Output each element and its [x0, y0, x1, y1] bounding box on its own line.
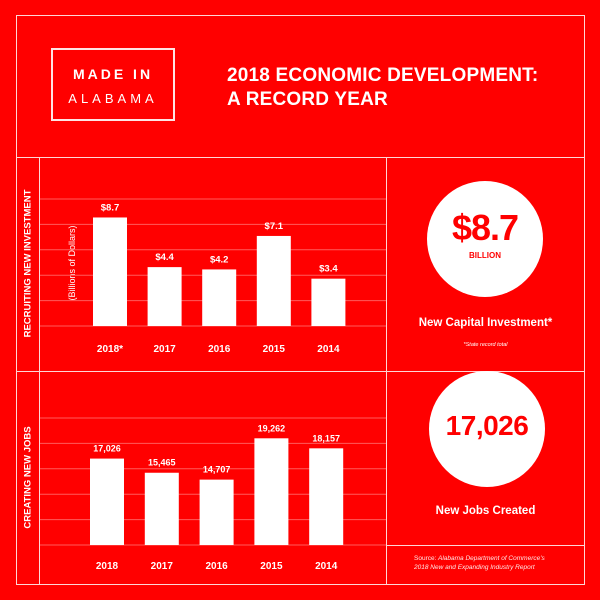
data-label: 14,707 — [203, 465, 231, 475]
x-tick-label: 2015 — [263, 344, 286, 355]
x-tick-label: 2014 — [315, 561, 338, 572]
data-label: $7.1 — [265, 221, 284, 232]
source-citation: Source: Alabama Department of Commerce's… — [414, 554, 545, 572]
x-tick-label: 2017 — [151, 561, 174, 572]
jobs-section-label: CREATING NEW JOBS — [22, 426, 34, 529]
investment-highlight-circle: $8.7 BILLION — [427, 181, 543, 297]
bar-2016 — [202, 269, 237, 326]
x-tick-label: 2015 — [260, 561, 283, 572]
frame-bottom — [16, 584, 585, 585]
x-tick-label: 2018 — [96, 561, 119, 572]
frame-left — [16, 15, 17, 585]
frame-top — [16, 15, 585, 16]
frame-right — [584, 15, 585, 585]
data-label: $8.7 — [101, 202, 120, 213]
made-in-alabama-logo: MADE IN ALABAMA — [51, 48, 175, 121]
investment-highlight-unit: BILLION — [469, 251, 501, 260]
jobs-bar-chart: 17,026 2018 15,465 2017 14,707 2016 19,262 2015… — [40, 417, 386, 572]
jobs-highlight-value: 17,026 — [445, 410, 529, 441]
data-label: 18,157 — [312, 433, 340, 443]
source-divider — [386, 545, 585, 546]
data-label: $4.4 — [155, 252, 174, 263]
section-divider — [16, 371, 585, 372]
bar-2018 — [93, 217, 127, 326]
bar-2018 — [90, 458, 124, 545]
bar-2014 — [309, 448, 344, 545]
x-tick-label: 2014 — [317, 344, 340, 355]
investment-bar-chart: $8.7 2018* $4.4 2017 $4.2 2016 $7.1 2015 $3.4 201… — [40, 198, 386, 355]
investment-highlight-value: $8.7 — [451, 207, 519, 248]
jobs-caption: New Jobs Created — [435, 505, 536, 517]
investment-note: *State record total — [463, 342, 508, 348]
x-tick-label: 2016 — [208, 344, 231, 355]
x-tick-label: 2018* — [97, 344, 123, 355]
right-panel-divider — [386, 157, 387, 585]
source-line1: Alabama Department of Commerce's — [437, 555, 545, 562]
data-label: 19,262 — [258, 423, 286, 433]
data-label: 15,465 — [148, 458, 176, 468]
data-label: 17,026 — [93, 444, 121, 454]
source-line2: 2018 New and Expanding Industry Report — [414, 564, 535, 571]
bar-2017 — [147, 267, 182, 326]
logo-line2: ALABAMA — [68, 91, 158, 106]
data-label: $3.4 — [319, 264, 338, 275]
bar-2015 — [256, 235, 291, 326]
investment-section-label: RECRUITING NEW INVESTMENT — [22, 189, 34, 338]
bar-2014 — [311, 278, 346, 326]
label-column-divider — [39, 157, 40, 585]
investment-caption: New Capital Investment* — [418, 317, 553, 329]
title-line1: 2018 ECONOMIC DEVELOPMENT: — [227, 65, 539, 86]
x-tick-label: 2017 — [153, 344, 176, 355]
x-tick-label: 2016 — [205, 561, 228, 572]
bar-2016 — [199, 479, 234, 545]
bar-2015 — [254, 438, 289, 545]
source-prefix: Source: — [414, 555, 437, 562]
data-label: $4.2 — [210, 254, 229, 265]
page-title: 2018 ECONOMIC DEVELOPMENT: A RECORD YEAR — [227, 64, 538, 112]
bar-2017 — [144, 472, 179, 545]
header-divider — [16, 157, 585, 158]
title-line2: A RECORD YEAR — [227, 89, 388, 110]
logo-line1: MADE IN — [72, 66, 154, 82]
jobs-highlight-circle: 17,026 — [429, 371, 545, 487]
